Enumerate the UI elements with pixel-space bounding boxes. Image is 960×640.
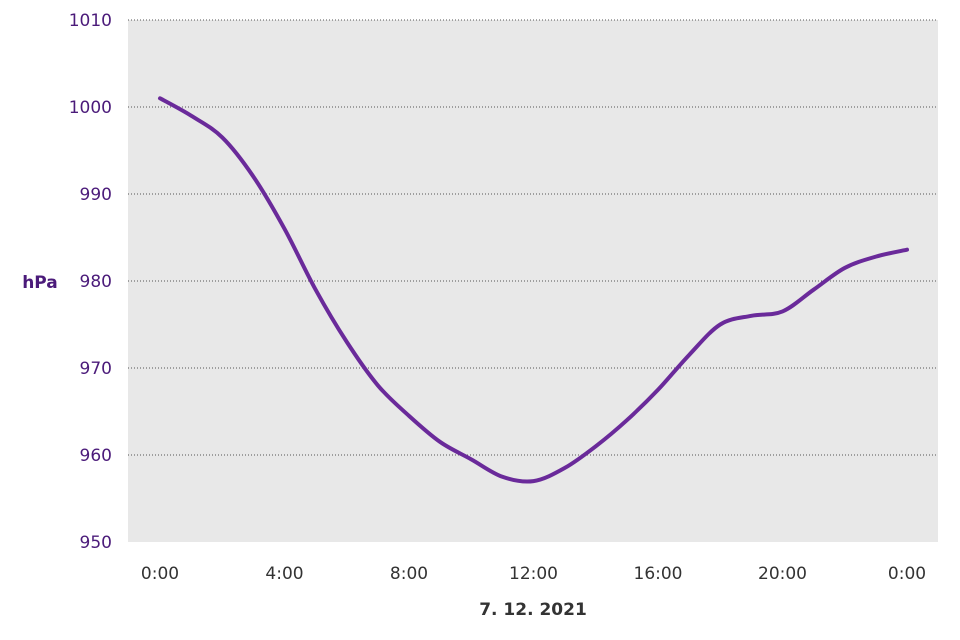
x-tick-label: 0:00	[888, 564, 926, 584]
x-tick-label: 8:00	[390, 564, 428, 584]
x-tick-label: 20:00	[758, 564, 807, 584]
y-tick-label: 1010	[69, 11, 112, 31]
series-line-pressure	[158, 96, 909, 484]
y-tick-label: 990	[80, 185, 112, 205]
x-tick-label: 0:00	[141, 564, 179, 584]
x-axis-ticks: 0:00 4:00 8:00 12:00 16:00 20:00 0:00	[141, 564, 926, 584]
y-tick-label: 970	[80, 359, 112, 379]
y-tick-label: 1000	[69, 98, 112, 118]
y-tick-label: 980	[80, 272, 112, 292]
x-tick-label: 12:00	[509, 564, 558, 584]
y-axis-label: hPa	[22, 273, 58, 293]
x-tick-label: 16:00	[634, 564, 683, 584]
x-axis-label: 7. 12. 2021	[479, 600, 587, 620]
x-tick-label: 4:00	[265, 564, 303, 584]
y-axis-ticks: 950 960 970 980 990 1000 1010	[69, 11, 112, 553]
y-tick-label: 960	[80, 446, 112, 466]
y-tick-label: 950	[80, 533, 112, 553]
